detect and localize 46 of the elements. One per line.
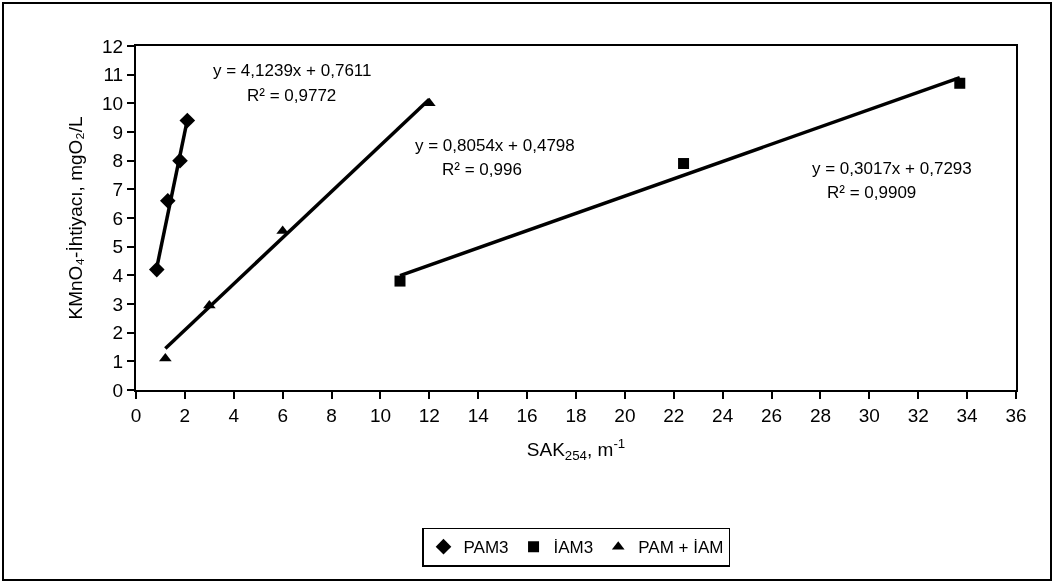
x-tick-label: 22 bbox=[663, 404, 685, 426]
legend-label: PAM + İAM bbox=[638, 538, 724, 558]
x-tick-label: 28 bbox=[809, 404, 832, 426]
y-tick-label: 3 bbox=[112, 293, 124, 315]
y-tick-label: 11 bbox=[103, 64, 124, 86]
x-tick-label: 26 bbox=[760, 404, 783, 426]
point bbox=[394, 275, 406, 287]
x-tick-label: 20 bbox=[614, 404, 636, 426]
y-tick-label: 6 bbox=[112, 207, 124, 229]
annotation: R² = 0,9909 bbox=[827, 183, 917, 202]
annotation: y = 0,8054x + 0,4798 bbox=[415, 136, 575, 155]
x-tick-label: 16 bbox=[516, 404, 538, 426]
x-tick-label: 10 bbox=[369, 404, 392, 426]
y-tick-label: 9 bbox=[112, 121, 124, 143]
point bbox=[158, 352, 172, 362]
annotation: R² = 0,9772 bbox=[247, 86, 337, 105]
y-tick-label: 0 bbox=[112, 379, 124, 401]
y-tick-label: 5 bbox=[112, 236, 124, 258]
annotation: y = 4,1239x + 0,7611 bbox=[213, 61, 372, 80]
x-tick-label: 4 bbox=[228, 404, 240, 426]
annotation: y = 0,3017x + 0,7293 bbox=[812, 159, 972, 178]
x-tick-label: 0 bbox=[130, 404, 142, 426]
point bbox=[678, 158, 690, 170]
x-tick-label: 6 bbox=[277, 404, 288, 426]
legend-label: İAM3 bbox=[553, 538, 594, 558]
y-tick-label: 7 bbox=[112, 178, 124, 200]
x-tick-label: 30 bbox=[858, 404, 880, 426]
x-tick-label: 36 bbox=[1005, 404, 1027, 426]
x-tick-label: 12 bbox=[418, 404, 440, 426]
x-tick-label: 24 bbox=[712, 404, 734, 426]
y-tick-label: 2 bbox=[112, 322, 124, 344]
y-tick-label: 10 bbox=[102, 92, 124, 114]
y-tick-label: 1 bbox=[112, 350, 124, 372]
x-axis-title: SAK$_{254}$, m$^{-1}$ bbox=[526, 436, 626, 464]
y-tick-label: 8 bbox=[112, 150, 124, 172]
x-tick-label: 34 bbox=[956, 404, 979, 426]
x-tick-label: 18 bbox=[565, 404, 587, 426]
annotation: R² = 0,996 bbox=[442, 160, 522, 179]
x-tick-label: 2 bbox=[179, 404, 191, 426]
y-tick-label: 4 bbox=[112, 264, 124, 286]
y-axis-title: KMnO₄-İhtiyacı, mgO₂/L bbox=[65, 116, 87, 320]
x-tick-label: 14 bbox=[467, 404, 490, 426]
y-tick-label: 12 bbox=[102, 35, 124, 57]
x-tick-label: 8 bbox=[326, 404, 337, 426]
x-tick-label: 32 bbox=[907, 404, 929, 426]
legend-label: PAM3 bbox=[463, 538, 509, 558]
